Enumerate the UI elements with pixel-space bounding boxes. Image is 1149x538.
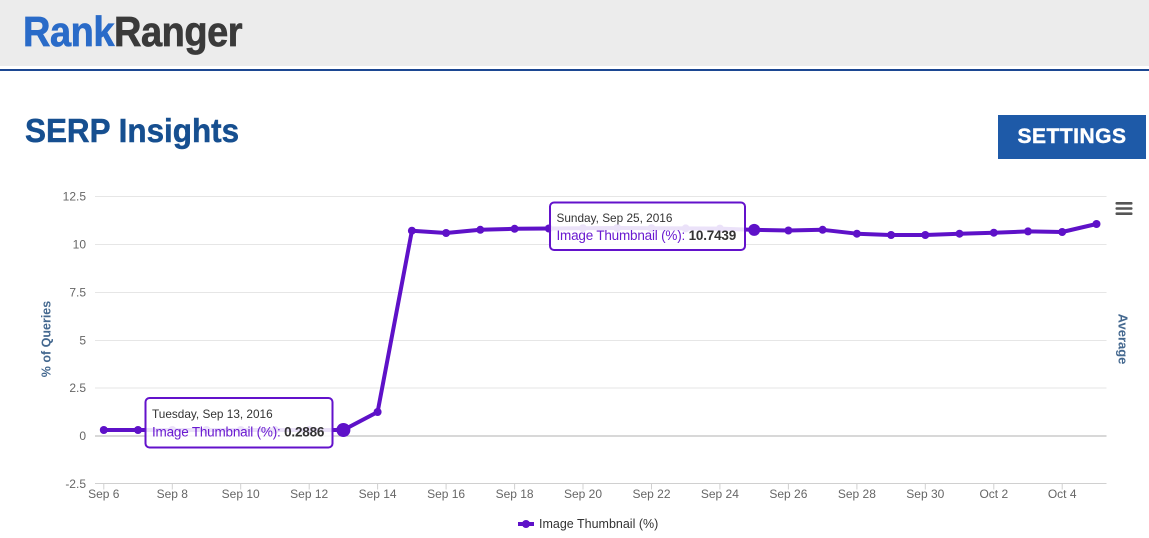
svg-text:Sep 26: Sep 26 [769,487,807,501]
svg-text:Sep 28: Sep 28 [838,487,876,501]
svg-text:-2.5: -2.5 [65,477,86,491]
svg-text:Sep 10: Sep 10 [222,487,260,501]
svg-text:Sep 8: Sep 8 [157,487,189,501]
svg-text:7.5: 7.5 [69,286,86,300]
svg-text:Sep 24: Sep 24 [701,487,739,501]
svg-text:12.5: 12.5 [63,190,87,204]
svg-text:0: 0 [79,429,86,443]
svg-text:Sep 14: Sep 14 [359,487,397,501]
svg-text:Image Thumbnail (%): 10.7439: Image Thumbnail (%): 10.7439 [557,228,737,243]
svg-text:Sunday, Sep 25, 2016: Sunday, Sep 25, 2016 [557,211,673,225]
svg-text:Sep 12: Sep 12 [290,487,328,501]
svg-text:2.5: 2.5 [69,381,86,395]
svg-text:Sep 22: Sep 22 [632,487,670,501]
svg-text:10: 10 [73,238,87,252]
svg-text:Sep 18: Sep 18 [496,487,534,501]
svg-text:5: 5 [79,334,86,348]
svg-text:Sep 6: Sep 6 [88,487,120,501]
svg-text:Oct 4: Oct 4 [1048,487,1077,501]
svg-text:Image Thumbnail (%): Image Thumbnail (%) [539,517,658,531]
svg-text:Tuesday, Sep 13, 2016: Tuesday, Sep 13, 2016 [152,407,273,421]
svg-text:Sep 30: Sep 30 [906,487,944,501]
svg-text:Average: Average [1116,314,1131,365]
svg-text:Image Thumbnail (%): 0.2886: Image Thumbnail (%): 0.2886 [152,424,325,439]
svg-text:Oct 2: Oct 2 [979,487,1008,501]
svg-text:Sep 20: Sep 20 [564,487,602,501]
svg-text:Sep 16: Sep 16 [427,487,465,501]
svg-text:% of Queries: % of Queries [40,301,54,377]
